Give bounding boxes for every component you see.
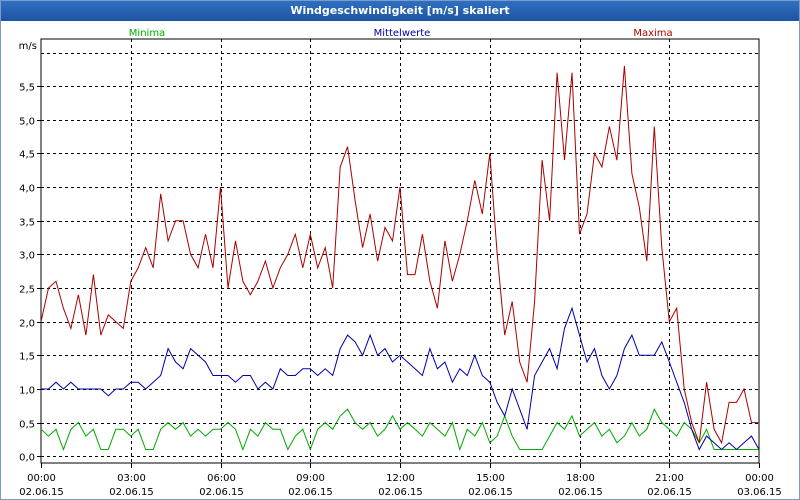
- x-tick-date-label: 02.06.15: [109, 487, 154, 498]
- y-tick-label: 0,5: [19, 420, 35, 431]
- series-line-maxima: [40, 65, 759, 445]
- x-tick-date-label: 02.06.15: [378, 487, 423, 498]
- y-tick-label: 3,0: [19, 251, 35, 262]
- x-axis: 00:00 02.06.15 03:00 02.06.15 06:00 02.06.15 0…: [19, 463, 782, 498]
- x-tick-time-label: 00:00: [745, 473, 774, 484]
- y-tick-label: 0,0: [19, 453, 35, 464]
- y-tick-label: 4,0: [19, 184, 35, 195]
- y-axis-label: m/s: [19, 41, 37, 52]
- y-axis: 0,0 0,5 1,0 1,5 2,0 2,5 3,0 3,5 4,0 4,5 5,0 5,5 m/s: [19, 41, 41, 464]
- series-lines: [40, 65, 760, 452]
- series-line-mittelwerte: [41, 306, 760, 451]
- legend-mittelwerte: Mittelwerte: [374, 28, 431, 39]
- x-tick-time-label: 15:00: [476, 473, 505, 484]
- y-tick-label: 1,5: [19, 352, 35, 363]
- x-tick-time-label: 00:00: [27, 473, 56, 484]
- y-tick-label: 5,5: [19, 83, 35, 94]
- y-tick-label: 2,5: [19, 285, 35, 296]
- grid-lines: [40, 38, 760, 464]
- y-tick-label: 5,0: [19, 117, 35, 128]
- x-tick-date-label: 02.06.15: [288, 487, 333, 498]
- legend-minima: Minima: [129, 28, 165, 39]
- y-tick-label: 3,5: [19, 218, 35, 229]
- x-tick-date-label: 02.06.15: [647, 487, 692, 498]
- x-tick-date-label: 02.06.15: [19, 487, 64, 498]
- x-tick-time-label: 21:00: [655, 473, 684, 484]
- x-tick-time-label: 03:00: [117, 473, 146, 484]
- x-tick-date-label: 02.06.15: [558, 487, 603, 498]
- window-title: Windgeschwindigkeit [m/s] skaliert: [1, 1, 799, 21]
- x-tick-time-label: 06:00: [207, 473, 236, 484]
- legend-maxima: Maxima: [633, 28, 672, 39]
- x-tick-date-label: 02.06.15: [199, 487, 244, 498]
- x-tick-time-label: 18:00: [566, 473, 595, 484]
- y-tick-label: 2,0: [19, 319, 35, 330]
- x-tick-date-label: 03.06.15: [737, 487, 782, 498]
- series-line-minima: [40, 408, 759, 452]
- x-tick-date-label: 02.06.15: [468, 487, 513, 498]
- legend: Minima Mittelwerte Maxima: [129, 28, 673, 39]
- x-tick-time-label: 09:00: [296, 473, 325, 484]
- y-tick-label: 1,0: [19, 386, 35, 397]
- y-tick-label: 4,5: [19, 150, 35, 161]
- x-tick-time-label: 12:00: [386, 473, 415, 484]
